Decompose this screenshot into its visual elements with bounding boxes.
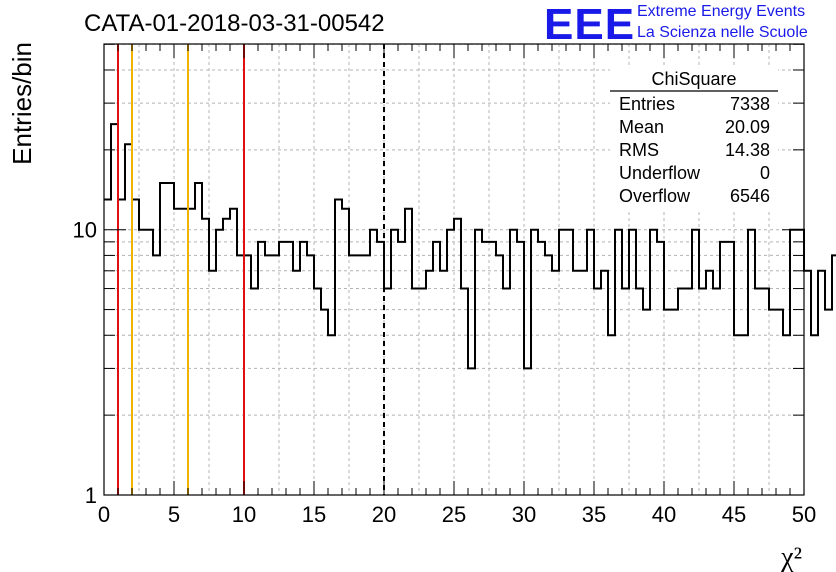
stats-label: Overflow bbox=[619, 186, 691, 206]
x-tick-label: 40 bbox=[652, 502, 676, 527]
stats-label: Entries bbox=[619, 94, 675, 114]
stats-label: Mean bbox=[619, 117, 664, 137]
y-tick-label: 1 bbox=[85, 483, 97, 508]
x-tick-label: 10 bbox=[232, 502, 256, 527]
logo-subtitle-2: La Scienza nelle Scuole bbox=[637, 24, 808, 41]
x-tick-label: 15 bbox=[302, 502, 326, 527]
histogram-line bbox=[104, 123, 836, 370]
stats-label: Underflow bbox=[619, 163, 701, 183]
x-tick-label: 0 bbox=[98, 502, 110, 527]
stats-title: ChiSquare bbox=[651, 69, 736, 89]
eee-logo: EEE bbox=[544, 0, 636, 49]
x-axis-label: χ² bbox=[780, 542, 802, 572]
stats-value: 6546 bbox=[730, 186, 770, 206]
stats-value: 20.09 bbox=[725, 117, 770, 137]
x-tick-label: 20 bbox=[372, 502, 396, 527]
x-tick-label: 25 bbox=[442, 502, 466, 527]
y-axis-label: Entries/bin bbox=[7, 42, 37, 165]
logo-subtitle-1: Extreme Energy Events bbox=[637, 3, 806, 20]
x-tick-label: 5 bbox=[168, 502, 180, 527]
x-tick-label: 35 bbox=[582, 502, 606, 527]
stats-value: 14.38 bbox=[725, 140, 770, 160]
stats-value: 7338 bbox=[730, 94, 770, 114]
stats-value: 0 bbox=[760, 163, 770, 183]
x-tick-label: 45 bbox=[722, 502, 746, 527]
chart-title: CATA-01-2018-03-31-00542 bbox=[84, 10, 385, 37]
x-tick-label: 30 bbox=[512, 502, 536, 527]
stats-box bbox=[610, 66, 778, 210]
stats-label: RMS bbox=[619, 140, 659, 160]
x-tick-label: 50 bbox=[792, 502, 816, 527]
y-tick-label: 10 bbox=[73, 218, 97, 243]
